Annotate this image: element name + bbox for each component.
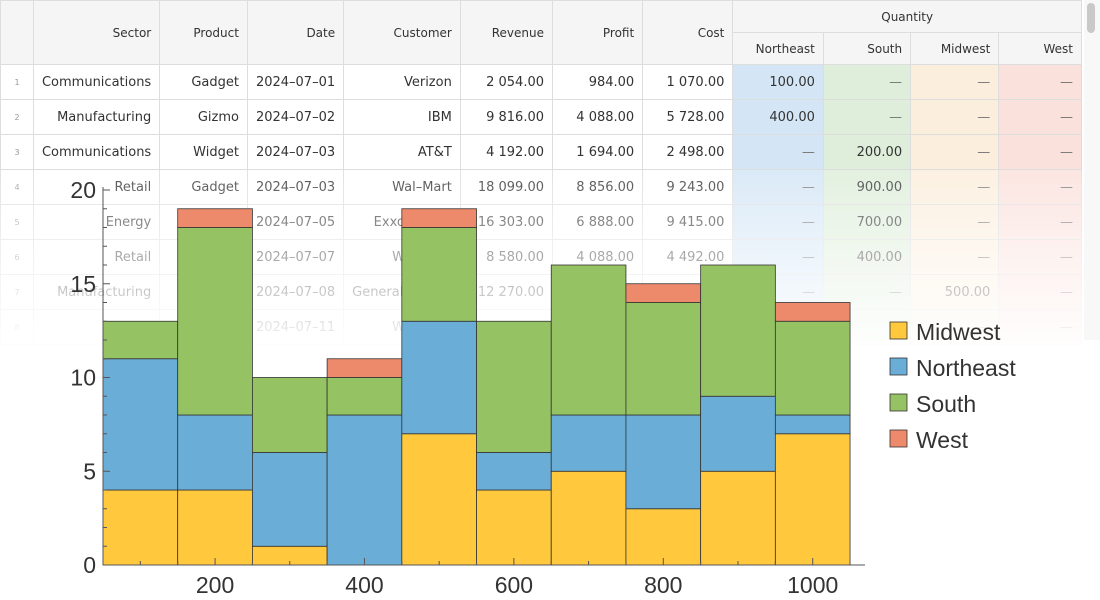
cell-product[interactable]: Gadget [159,64,248,100]
bar-west [326,358,403,378]
bar-midwest [102,489,179,566]
header-south[interactable]: South [822,32,912,65]
scrollbar-thumb[interactable] [1087,3,1095,33]
cell-northeast[interactable]: — [732,134,824,170]
bar-south [252,377,328,453]
bar-northeast [401,320,477,435]
header-product[interactable]: Product [159,0,248,65]
legend-swatch [889,321,908,340]
x-tick-label: 200 [196,572,234,598]
y-tick-label: 0 [83,552,96,578]
row-number-header [0,0,34,65]
header-northeast[interactable]: Northeast [732,32,824,65]
bar-midwest [700,470,776,566]
y-tick-label: 10 [70,365,96,391]
cell-midwest[interactable]: — [910,64,1000,100]
cell-profit[interactable]: 4 088.00 [551,99,644,135]
bar-south [476,320,552,453]
bar-south [700,264,776,397]
bar-midwest [550,470,627,566]
cell-date[interactable]: 2024–07–01 [246,64,345,100]
bar-south [401,227,477,322]
header-cost[interactable]: Cost [642,0,734,65]
header-west[interactable]: West [998,32,1082,65]
y-tick-label: 20 [70,177,96,203]
bar-south [774,320,851,416]
header-quantity[interactable]: Quantity [732,0,1082,33]
cell-profit[interactable]: 984.00 [551,64,644,100]
bar-northeast [476,452,552,491]
header-profit[interactable]: Profit [551,0,644,65]
bar-south [177,227,253,416]
bar-west [177,208,253,228]
header-date[interactable]: Date [246,0,345,65]
table-row[interactable]: 2 Manufacturing Gizmo 2024–07–02 IBM 9 816.00… [0,99,1082,135]
vertical-scrollbar[interactable] [1084,0,1100,340]
row-number: 3 [0,134,34,170]
cell-customer[interactable]: IBM [343,99,461,135]
bar-south [102,320,179,360]
x-tick-label: 400 [345,572,383,598]
cell-sector[interactable]: Manufacturing [32,99,161,135]
x-tick-label: 600 [495,572,533,598]
x-tick-label: 800 [644,572,682,598]
cell-date[interactable]: 2024–07–02 [246,99,345,135]
header-midwest[interactable]: Midwest [910,32,1000,65]
legend-swatch [889,429,908,448]
cell-cost[interactable]: 1 070.00 [642,64,734,100]
cell-west[interactable]: — [998,134,1082,170]
legend-swatch [889,357,908,376]
cell-revenue[interactable]: 9 816.00 [459,99,554,135]
bar-west [774,302,851,322]
bar-west [625,283,702,303]
bar-west [401,208,477,228]
legend-label: South [916,391,976,417]
cell-northeast[interactable]: 100.00 [732,64,824,100]
legend-label: Midwest [916,319,1001,345]
y-tick-label: 15 [70,271,96,297]
bar-northeast [550,414,627,472]
bar-south [550,264,627,416]
table-row[interactable]: 3 Communications Widget 2024–07–03 AT&T 4 192… [0,134,1082,170]
y-tick-label: 5 [83,458,96,484]
cell-west[interactable]: — [998,99,1082,135]
cell-cost[interactable]: 2 498.00 [642,134,734,170]
bar-northeast [102,358,179,491]
bar-midwest [625,508,702,566]
bar-midwest [401,433,477,566]
bar-midwest [177,489,253,566]
bar-south [326,377,403,416]
cell-south[interactable]: — [822,99,912,135]
cell-sector[interactable]: Communications [32,64,161,100]
cell-south[interactable]: 200.00 [822,134,912,170]
legend-label: West [916,427,969,453]
bar-south [625,302,702,416]
bar-northeast [252,452,328,547]
cell-cost[interactable]: 5 728.00 [642,99,734,135]
cell-northeast[interactable]: 400.00 [732,99,824,135]
bar-midwest [774,433,851,566]
cell-midwest[interactable]: — [910,134,1000,170]
legend-label: Northeast [916,355,1016,381]
legend-swatch [889,393,908,412]
bar-northeast [625,414,702,510]
cell-date[interactable]: 2024–07–03 [246,134,345,170]
bar-midwest [476,489,552,566]
x-tick-label: 1000 [787,572,838,598]
bar-northeast [326,414,403,566]
cell-profit[interactable]: 1 694.00 [551,134,644,170]
bar-northeast [700,395,776,472]
bar-northeast [774,414,851,435]
cell-product[interactable]: Widget [159,134,248,170]
cell-sector[interactable]: Communications [32,134,161,170]
bar-northeast [177,414,253,491]
cell-midwest[interactable]: — [910,99,1000,135]
